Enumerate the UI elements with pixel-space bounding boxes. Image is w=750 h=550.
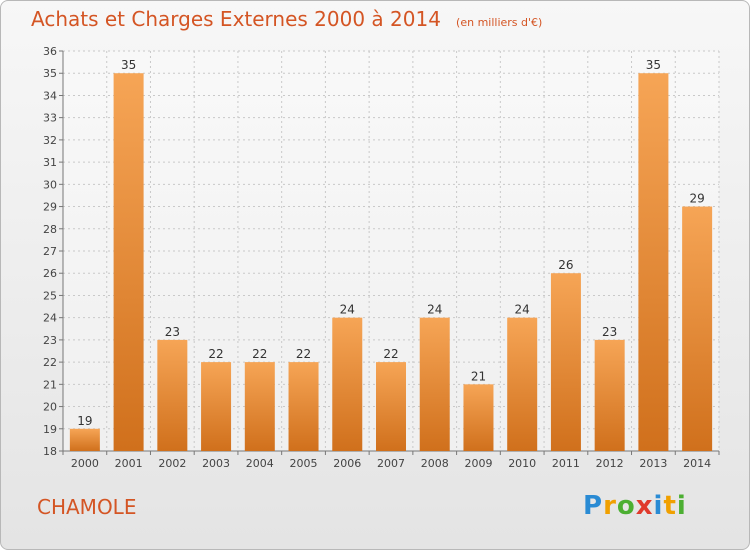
y-tick-label: 22 bbox=[43, 356, 57, 369]
data-label: 24 bbox=[515, 303, 530, 317]
y-tick-label: 32 bbox=[43, 134, 57, 147]
data-label: 26 bbox=[558, 258, 573, 272]
y-tick-label: 31 bbox=[43, 156, 57, 169]
y-tick-label: 18 bbox=[43, 445, 57, 458]
logo-letter: P bbox=[583, 491, 604, 521]
x-tick-label: 2010 bbox=[508, 457, 536, 470]
logo-letter: o bbox=[616, 491, 636, 521]
bar bbox=[463, 384, 494, 451]
bar bbox=[157, 339, 188, 451]
y-tick-label: 29 bbox=[43, 201, 57, 214]
data-labels: 19 35 23 22 22 22 24 22 24 21 24 26 23 35 29 bbox=[77, 58, 705, 428]
x-tick-label: 2003 bbox=[202, 457, 230, 470]
x-tick-label: 2001 bbox=[115, 457, 143, 470]
y-tick-label: 26 bbox=[43, 267, 57, 280]
bar bbox=[244, 362, 275, 451]
data-label: 22 bbox=[383, 347, 398, 361]
data-label: 23 bbox=[602, 325, 617, 339]
x-tick-label: 2000 bbox=[71, 457, 99, 470]
x-tick-label: 2006 bbox=[333, 457, 361, 470]
logo-letter: x bbox=[635, 491, 654, 521]
y-tick-label: 28 bbox=[43, 223, 57, 236]
data-label: 23 bbox=[165, 325, 180, 339]
y-tick-label: 19 bbox=[43, 423, 57, 436]
bar bbox=[638, 73, 669, 451]
x-tick-label: 2004 bbox=[246, 457, 274, 470]
data-label: 19 bbox=[77, 414, 92, 428]
y-tick-label: 23 bbox=[43, 334, 57, 347]
y-tick-label: 20 bbox=[43, 401, 57, 414]
data-label: 29 bbox=[689, 192, 704, 206]
bar bbox=[376, 362, 406, 451]
y-tick-label: 36 bbox=[43, 45, 57, 58]
y-tick-label: 25 bbox=[43, 289, 57, 302]
data-label: 35 bbox=[646, 58, 661, 72]
x-tick-label: 2005 bbox=[290, 457, 318, 470]
x-tick-label: 2013 bbox=[639, 457, 667, 470]
data-label: 24 bbox=[427, 303, 442, 317]
bar bbox=[201, 362, 232, 451]
bar bbox=[507, 317, 538, 451]
x-tick-label: 2011 bbox=[552, 457, 580, 470]
bar bbox=[682, 206, 713, 451]
logo-letter: r bbox=[603, 491, 617, 521]
x-tick-label: 2002 bbox=[158, 457, 186, 470]
bar bbox=[113, 73, 144, 451]
x-tick-label: 2014 bbox=[683, 457, 711, 470]
data-label: 22 bbox=[296, 347, 311, 361]
logo-letter: i bbox=[653, 491, 664, 521]
axes: 18 19 20 21 22 23 24 25 26 27 28 29 30 31 32 33 34 35 36 20… bbox=[43, 45, 720, 470]
y-tick-label: 34 bbox=[43, 89, 57, 102]
bars bbox=[69, 73, 713, 451]
x-tick-label: 2007 bbox=[377, 457, 405, 470]
y-tick-label: 35 bbox=[43, 67, 57, 80]
data-label: 22 bbox=[208, 347, 223, 361]
logo-letter: t bbox=[663, 491, 677, 521]
data-label: 35 bbox=[121, 58, 136, 72]
x-tick-label: 2012 bbox=[596, 457, 624, 470]
bar bbox=[594, 339, 625, 451]
y-tick-label: 30 bbox=[43, 178, 57, 191]
bar bbox=[69, 428, 100, 451]
bar bbox=[550, 273, 581, 451]
bar bbox=[288, 362, 319, 451]
data-label: 24 bbox=[340, 303, 355, 317]
unit-text: (en milliers d'€) bbox=[456, 16, 543, 29]
proxiti-logo: Proxiti bbox=[583, 491, 687, 521]
place-name: CHAMOLE bbox=[37, 495, 137, 519]
x-tick-label: 2009 bbox=[464, 457, 492, 470]
chart-title: Achats et Charges Externes 2000 à 2014 (… bbox=[31, 7, 542, 31]
x-tick-label: 2008 bbox=[421, 457, 449, 470]
data-label: 21 bbox=[471, 369, 486, 383]
data-label: 22 bbox=[252, 347, 267, 361]
bar bbox=[419, 317, 450, 451]
y-tick-label: 33 bbox=[43, 112, 57, 125]
bar bbox=[332, 317, 363, 451]
logo-letter: i bbox=[676, 491, 687, 521]
title-text: Achats et Charges Externes 2000 à 2014 bbox=[31, 7, 441, 31]
y-tick-label: 24 bbox=[43, 312, 57, 325]
y-tick-label: 21 bbox=[43, 378, 57, 391]
y-tick-label: 27 bbox=[43, 245, 57, 258]
